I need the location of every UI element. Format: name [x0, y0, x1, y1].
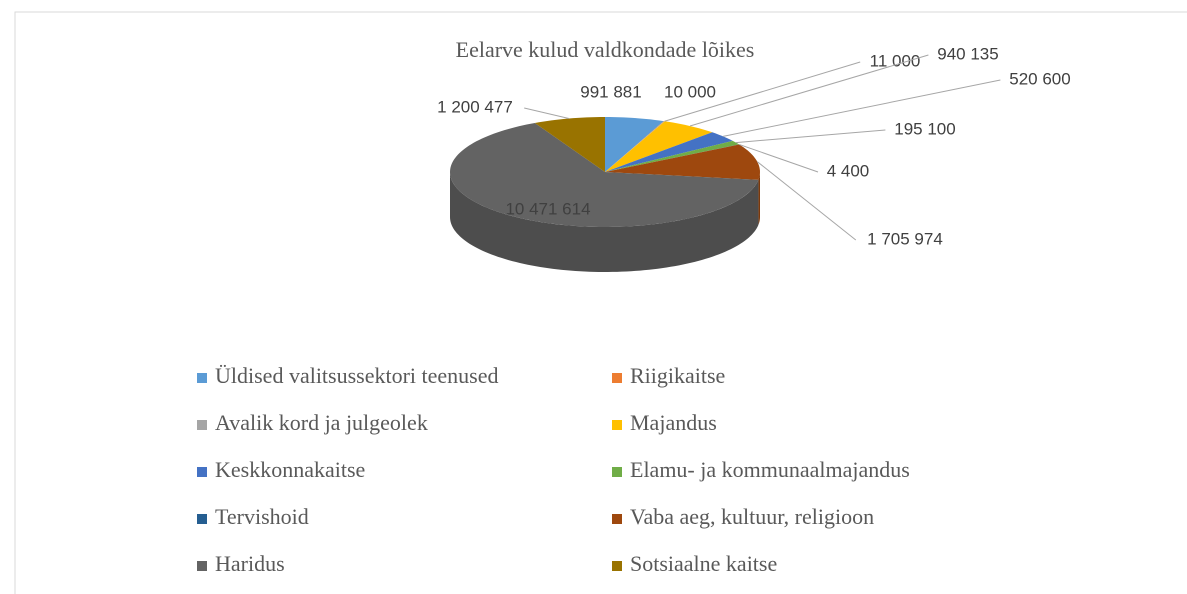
chart-title: Eelarve kulud valdkondade lõikes [456, 37, 755, 62]
leader-line [524, 107, 570, 119]
legend-swatch [197, 561, 207, 571]
legend-label: Keskkonnakaitse [215, 457, 365, 482]
pie-side [450, 172, 759, 272]
data-label: 1 705 974 [867, 229, 943, 248]
legend-label: Avalik kord ja julgeolek [215, 410, 428, 435]
leader-line [723, 79, 1001, 137]
legend-label: Haridus [215, 551, 285, 576]
legend-swatch [197, 467, 207, 477]
data-label: 991 881 [580, 82, 641, 101]
legend-label: Elamu- ja kommunaalmajandus [630, 457, 910, 482]
pie-sides [450, 172, 760, 272]
leader-line [738, 143, 819, 173]
legend-label: Majandus [630, 410, 717, 435]
pie-slice [450, 122, 759, 227]
leader-line [689, 54, 929, 127]
pie-slice [534, 117, 605, 172]
legend-swatch [197, 373, 207, 383]
pie-slice [605, 117, 664, 172]
legend-label: Üldised valitsussektori teenused [215, 363, 499, 388]
leader-line [756, 161, 857, 241]
pie-slice [605, 121, 713, 172]
data-label: 1 200 477 [437, 97, 513, 116]
legend-swatch [197, 420, 207, 430]
legend-swatch [612, 467, 622, 477]
legend-swatch [197, 514, 207, 524]
data-label: 195 100 [894, 119, 955, 138]
pie-slice [605, 140, 740, 172]
pie-slice [605, 144, 760, 180]
pie-slice [605, 132, 733, 172]
pie-slice [605, 144, 740, 172]
legend-label: Tervishoid [215, 504, 309, 529]
legend-swatch [612, 514, 622, 524]
pie-slice [605, 121, 665, 172]
leader-line [735, 129, 886, 144]
legend-swatch [612, 420, 622, 430]
legend-swatch [612, 373, 622, 383]
pie-side [758, 172, 760, 225]
legend-label: Sotsiaalne kaitse [630, 551, 777, 576]
pie-tops [450, 117, 760, 227]
pie-slice [605, 121, 665, 172]
chart-frame [14, 11, 1187, 594]
leader-line [664, 61, 861, 122]
data-label: 520 600 [1009, 69, 1070, 88]
data-label: 11 000 [870, 51, 921, 70]
data-label: 940 135 [937, 44, 998, 63]
data-label: 10 000 [664, 82, 716, 101]
data-label: 4 400 [827, 161, 870, 180]
legend-label: Vaba aeg, kultuur, religioon [630, 504, 874, 529]
legend-label: Riigikaitse [630, 363, 725, 388]
data-label: 10 471 614 [505, 199, 590, 218]
legend-swatch [612, 561, 622, 571]
